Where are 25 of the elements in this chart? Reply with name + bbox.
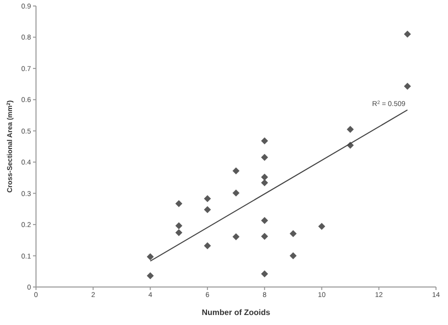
point	[261, 179, 268, 186]
point	[204, 206, 211, 214]
point	[261, 137, 268, 144]
point	[261, 232, 268, 240]
point	[175, 222, 182, 230]
point	[232, 233, 240, 240]
point	[318, 222, 326, 230]
point	[146, 253, 154, 260]
point	[261, 174, 268, 181]
point	[204, 242, 211, 250]
point	[346, 126, 354, 133]
point	[232, 167, 240, 174]
x-axis-title: Number of Zooids	[202, 308, 271, 317]
point	[204, 195, 211, 202]
point	[261, 216, 268, 224]
point	[261, 154, 268, 161]
point	[232, 190, 240, 197]
point	[290, 252, 297, 260]
point	[290, 230, 297, 238]
point	[175, 229, 182, 236]
point	[404, 82, 411, 90]
point	[404, 30, 411, 38]
point	[175, 200, 182, 208]
point	[261, 270, 268, 278]
point	[146, 272, 154, 280]
